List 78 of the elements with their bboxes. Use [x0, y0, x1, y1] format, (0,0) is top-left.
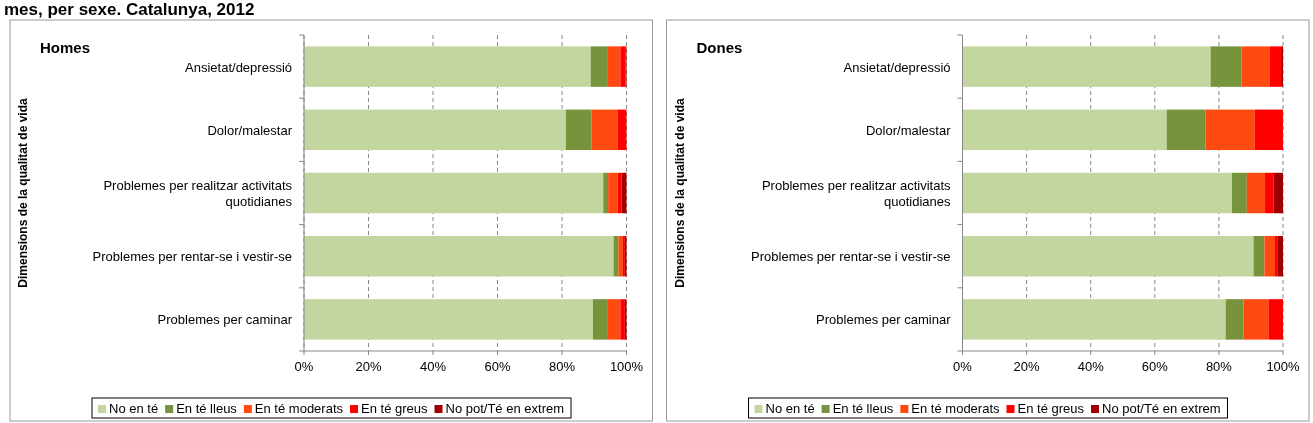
bar — [1166, 109, 1206, 151]
bar — [1254, 109, 1283, 151]
bar — [617, 109, 627, 151]
bar — [603, 172, 609, 214]
text: Dones — [696, 39, 743, 56]
bar — [590, 46, 608, 87]
y-tick-label: Dolor/malestar — [207, 122, 293, 138]
bar — [1264, 235, 1275, 277]
bar — [620, 46, 626, 87]
y-tick-label: Dolor/malestar — [865, 122, 952, 138]
y-tick-label: Problemes per realitzar activitats quotidianes — [103, 178, 293, 209]
bar — [1225, 299, 1244, 340]
bar — [1268, 299, 1283, 340]
bar — [1210, 46, 1242, 87]
bar — [1205, 109, 1255, 151]
x-tick-label: 40% — [419, 359, 447, 374]
bar — [620, 299, 625, 340]
y-tick-label: Problemes per realitzar activitats quotidianes — [761, 178, 951, 209]
bar — [962, 235, 1254, 277]
bar — [607, 299, 621, 340]
legend-label: No en té — [765, 401, 815, 416]
text: mes, per sexe. Catalunya, 2012 — [4, 0, 255, 19]
bar — [1243, 299, 1269, 340]
bar — [617, 172, 622, 214]
x-tick-label: 80% — [548, 359, 576, 374]
y-tick-label: Ansietat/depressió — [843, 59, 951, 75]
bar — [962, 299, 1226, 340]
y-tick-label: Problemes per caminar — [157, 312, 293, 328]
legend-label: No pot/Té en extrem — [1102, 401, 1221, 416]
y-axis-title: Dimensions de la qualitat de vida — [672, 97, 687, 288]
y-tick-label: Problemes per rentar-se i vestir-se — [751, 249, 951, 265]
bar — [618, 235, 623, 277]
bar — [592, 299, 608, 340]
bar — [608, 172, 618, 214]
x-tick-label: 100% — [1266, 359, 1301, 374]
x-tick-label: 80% — [1205, 359, 1233, 374]
legend-label: No pot/Té en extrem — [445, 401, 565, 416]
bar — [565, 109, 592, 151]
bar — [304, 109, 566, 151]
bar — [1253, 235, 1265, 277]
bar — [1273, 172, 1283, 214]
bar — [621, 172, 627, 214]
x-tick-label: 0% — [953, 359, 973, 374]
legend-label: En té moderats — [911, 401, 1001, 416]
bar — [607, 46, 621, 87]
x-tick-label: 100% — [609, 359, 644, 374]
bar — [304, 299, 593, 340]
bar — [1265, 172, 1274, 214]
y-tick-label: Problemes per rentar-se i vestir-se — [92, 249, 292, 265]
bar — [1269, 46, 1282, 87]
legend-label: En té greus — [361, 401, 428, 416]
bar — [304, 46, 591, 87]
y-axis-title: Dimensions de la qualitat de vida — [16, 97, 30, 288]
legend-label: En té lleus — [832, 401, 894, 416]
bar — [962, 109, 1167, 151]
legend-label: En té greus — [1017, 401, 1085, 416]
y-tick-label: Problemes per caminar — [816, 312, 952, 328]
legend-label: En té lleus — [176, 401, 238, 416]
x-tick-label: 20% — [1013, 359, 1041, 374]
bar — [962, 172, 1233, 214]
x-tick-label: 60% — [1141, 359, 1169, 374]
bar — [304, 172, 604, 214]
bar — [962, 46, 1211, 87]
x-tick-label: 60% — [484, 359, 511, 374]
y-tick-label: Ansietat/depressió — [185, 59, 292, 75]
bar — [1246, 172, 1266, 214]
bar — [304, 235, 614, 277]
bar — [1232, 172, 1247, 214]
text: Homes — [40, 39, 91, 56]
x-tick-label: 40% — [1077, 359, 1105, 374]
bar — [1277, 235, 1283, 277]
x-tick-label: 0% — [294, 359, 314, 374]
bar — [591, 109, 618, 151]
x-tick-label: 20% — [355, 359, 382, 374]
bar — [1241, 46, 1270, 87]
legend-label: En té moderats — [254, 401, 344, 416]
legend-label: No en té — [109, 401, 159, 416]
bar — [1274, 235, 1278, 277]
